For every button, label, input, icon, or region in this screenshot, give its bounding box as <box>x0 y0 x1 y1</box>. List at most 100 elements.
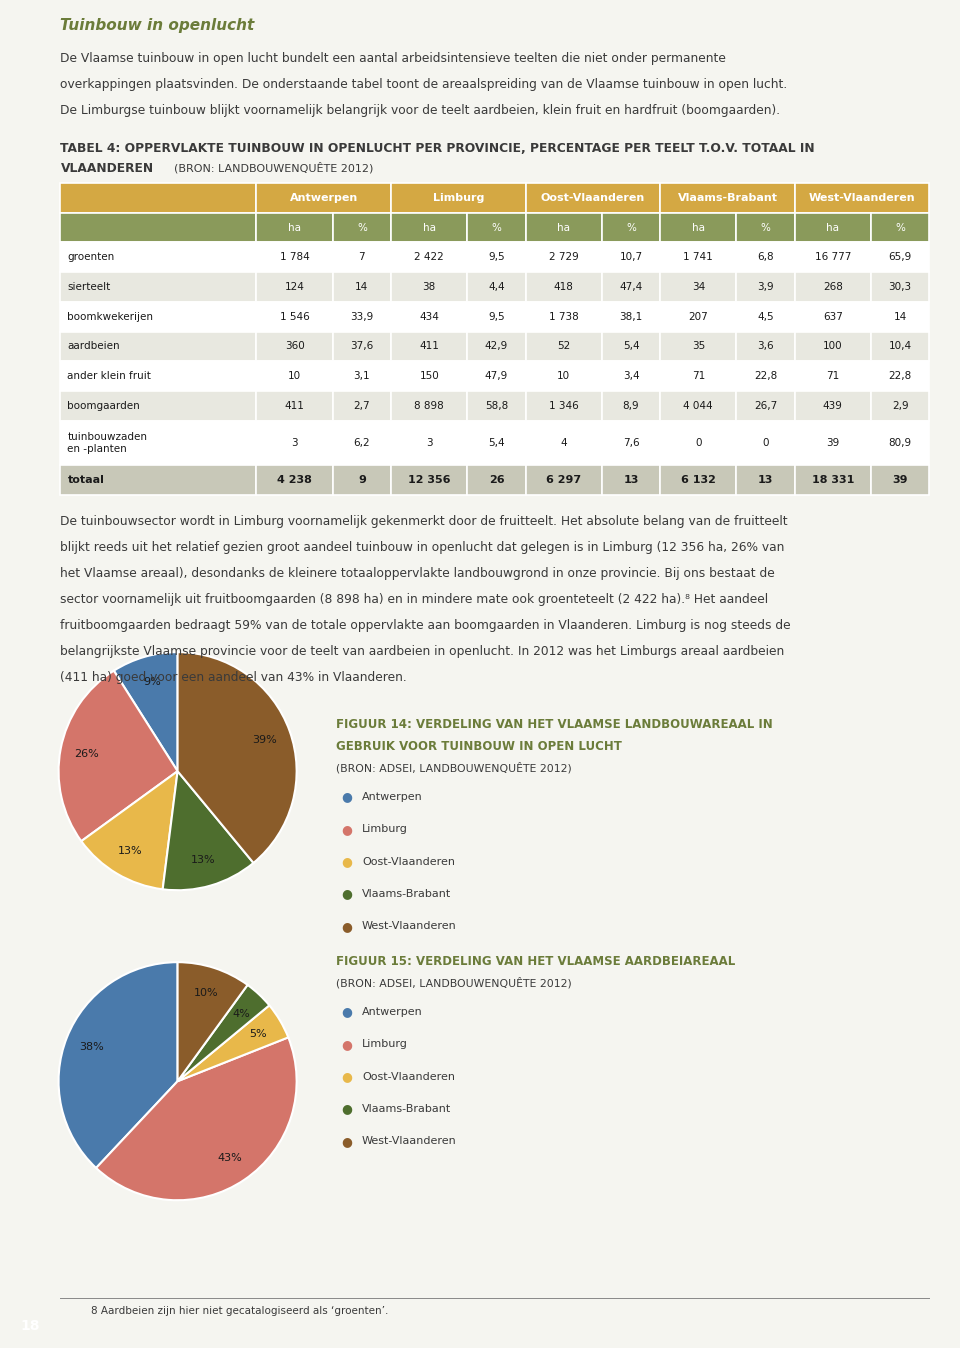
Bar <box>526 243 602 272</box>
Bar <box>526 272 602 302</box>
Text: 4 044: 4 044 <box>684 400 713 411</box>
Text: Oost-Vlaanderen: Oost-Vlaanderen <box>362 857 455 867</box>
Text: Oost-Vlaanderen: Oost-Vlaanderen <box>362 1072 455 1081</box>
Bar <box>795 421 871 465</box>
Text: 439: 439 <box>823 400 843 411</box>
Text: 26%: 26% <box>74 748 99 759</box>
Text: TABEL 4: OPPERVLAKTE TUINBOUW IN OPENLUCHT PER PROVINCIE, PERCENTAGE PER TEELT T: TABEL 4: OPPERVLAKTE TUINBOUW IN OPENLUC… <box>60 142 815 155</box>
Text: Vlaams-Brabant: Vlaams-Brabant <box>362 890 451 899</box>
Text: 18 331: 18 331 <box>811 474 854 485</box>
Text: Limburg: Limburg <box>433 193 484 202</box>
Bar <box>660 272 736 302</box>
Text: 1 546: 1 546 <box>279 311 309 322</box>
Wedge shape <box>59 671 178 841</box>
Text: 13: 13 <box>623 474 638 485</box>
Bar <box>736 272 795 302</box>
Bar <box>60 213 256 243</box>
Text: 8 Aardbeien zijn hier niet gecatalogiseerd als ‘groenten’.: 8 Aardbeien zijn hier niet gecatalogisee… <box>91 1306 389 1316</box>
Text: ●: ● <box>341 1006 351 1019</box>
Bar <box>660 302 736 332</box>
Text: 38,1: 38,1 <box>619 311 642 322</box>
Bar <box>795 391 871 421</box>
Text: boomgaarden: boomgaarden <box>67 400 140 411</box>
Bar <box>602 213 660 243</box>
Text: het Vlaamse areaal), desondanks de kleinere totaaloppervlakte landbouwgrond in o: het Vlaamse areaal), desondanks de klein… <box>60 568 776 580</box>
Bar <box>660 243 736 272</box>
Text: 10,7: 10,7 <box>619 252 642 263</box>
Text: West-Vlaanderen: West-Vlaanderen <box>808 193 915 202</box>
Text: 37,6: 37,6 <box>350 341 373 352</box>
Bar <box>60 332 256 361</box>
Text: 3,6: 3,6 <box>757 341 774 352</box>
Text: Limburg: Limburg <box>362 1039 408 1049</box>
Wedge shape <box>178 985 270 1081</box>
Text: 3,1: 3,1 <box>353 371 371 381</box>
Bar <box>736 465 795 495</box>
Wedge shape <box>178 652 297 863</box>
Text: 30,3: 30,3 <box>889 282 912 293</box>
Text: 8,9: 8,9 <box>623 400 639 411</box>
Bar <box>60 302 256 332</box>
Text: (BRON: ADSEI, LANDBOUWENQUÊTE 2012): (BRON: ADSEI, LANDBOUWENQUÊTE 2012) <box>336 977 572 988</box>
Bar <box>526 213 602 243</box>
Text: Tuinbouw in openlucht: Tuinbouw in openlucht <box>60 18 254 32</box>
Bar <box>256 332 333 361</box>
Bar <box>391 361 468 391</box>
Text: 411: 411 <box>420 341 439 352</box>
Text: 7,6: 7,6 <box>623 438 639 448</box>
Bar <box>795 465 871 495</box>
Text: 26,7: 26,7 <box>754 400 778 411</box>
Text: VLAANDEREN: VLAANDEREN <box>60 162 154 175</box>
Bar <box>871 361 929 391</box>
Bar <box>526 332 602 361</box>
Text: 14: 14 <box>355 282 369 293</box>
Bar <box>795 272 871 302</box>
Bar <box>60 243 256 272</box>
Text: ●: ● <box>341 887 351 900</box>
Bar <box>256 243 333 272</box>
Text: 71: 71 <box>827 371 839 381</box>
Text: 22,8: 22,8 <box>889 371 912 381</box>
Text: 39%: 39% <box>252 735 277 744</box>
Text: 5,4: 5,4 <box>488 438 505 448</box>
Text: 1 738: 1 738 <box>549 311 579 322</box>
Bar <box>60 391 256 421</box>
Text: 18: 18 <box>20 1318 39 1333</box>
Text: Vlaams-Brabant: Vlaams-Brabant <box>678 193 778 202</box>
Text: 1 784: 1 784 <box>279 252 309 263</box>
Bar <box>256 302 333 332</box>
Text: ●: ● <box>341 855 351 868</box>
Text: ●: ● <box>341 790 351 803</box>
Text: 80,9: 80,9 <box>889 438 912 448</box>
Bar <box>391 272 468 302</box>
Text: 38: 38 <box>422 282 436 293</box>
Text: sector voornamelijk uit fruitboomgaarden (8 898 ha) en in mindere mate ook groen: sector voornamelijk uit fruitboomgaarden… <box>60 593 769 607</box>
Text: 9,5: 9,5 <box>488 252 505 263</box>
Text: ha: ha <box>557 222 570 233</box>
Text: 9: 9 <box>358 474 366 485</box>
Text: 8 898: 8 898 <box>415 400 444 411</box>
Text: 411: 411 <box>285 400 304 411</box>
Text: tuinbouwzaden
en -planten: tuinbouwzaden en -planten <box>67 431 148 454</box>
Bar <box>333 421 391 465</box>
Bar <box>795 243 871 272</box>
Bar <box>871 391 929 421</box>
Bar <box>660 332 736 361</box>
Text: sierteelt: sierteelt <box>67 282 110 293</box>
Text: 207: 207 <box>688 311 708 322</box>
Bar <box>660 465 736 495</box>
Bar <box>60 183 256 213</box>
Wedge shape <box>114 652 178 771</box>
Bar <box>391 391 468 421</box>
Text: 52: 52 <box>557 341 570 352</box>
Text: 0: 0 <box>762 438 769 448</box>
Text: 5,4: 5,4 <box>623 341 639 352</box>
Text: 71: 71 <box>692 371 705 381</box>
Bar <box>391 421 468 465</box>
Bar <box>602 465 660 495</box>
Bar <box>736 243 795 272</box>
Text: ●: ● <box>341 1103 351 1116</box>
Text: Oost-Vlaanderen: Oost-Vlaanderen <box>540 193 645 202</box>
Text: 3: 3 <box>426 438 433 448</box>
Text: 4%: 4% <box>232 1008 250 1019</box>
